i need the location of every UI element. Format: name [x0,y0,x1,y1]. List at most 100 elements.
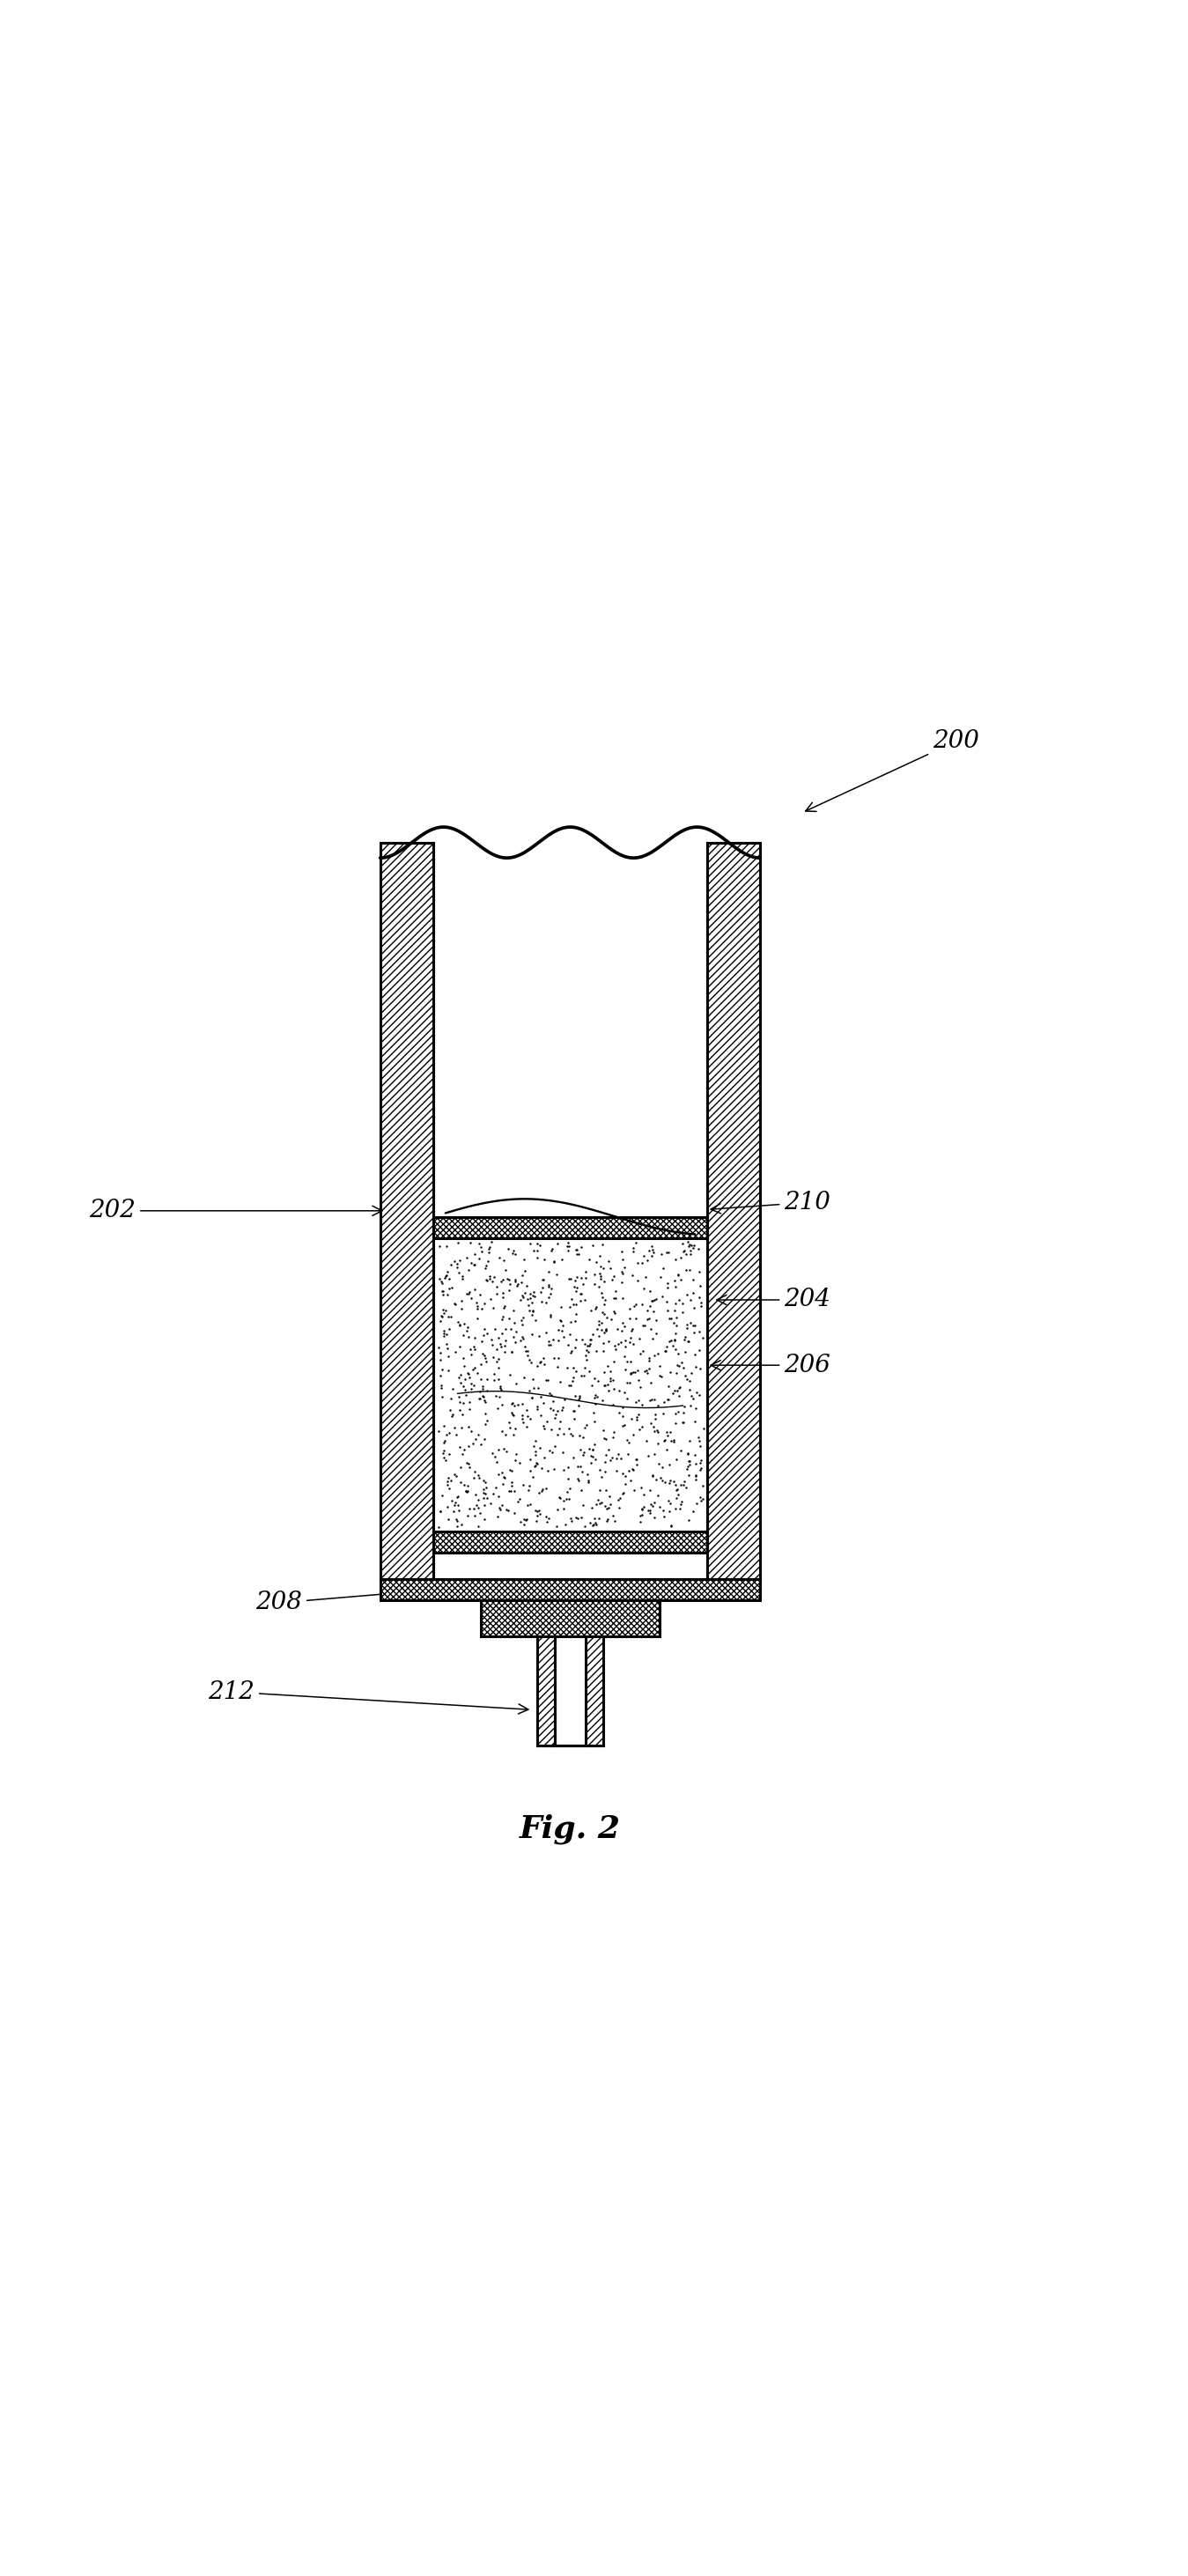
Point [434,1432,453,1473]
Point [613,1406,632,1448]
Point [432,1347,451,1388]
Point [661,1463,680,1504]
Point [666,1329,685,1370]
Point [580,1427,599,1468]
Point [527,1386,546,1427]
Point [664,1422,683,1463]
Point [683,1306,702,1347]
Point [690,1425,709,1466]
Point [537,1497,556,1538]
Point [627,1445,646,1486]
Point [642,1484,661,1525]
Point [533,1383,552,1425]
Point [573,1450,592,1492]
Point [634,1234,653,1275]
Point [457,1273,476,1314]
Point [525,1275,544,1316]
Point [539,1430,558,1471]
Point [561,1468,580,1510]
Point [604,1257,623,1298]
Point [685,1443,704,1484]
Point [564,1399,583,1440]
Point [511,1319,530,1360]
Point [642,1309,661,1350]
Point [684,1224,703,1265]
Point [666,1468,685,1510]
Point [626,1352,645,1394]
Point [488,1340,507,1381]
Point [475,1381,494,1422]
Point [551,1301,570,1342]
Point [677,1249,696,1291]
Point [608,1432,627,1473]
Point [517,1265,536,1306]
Bar [707,842,760,1579]
Point [671,1463,690,1504]
Point [557,1479,576,1520]
Point [523,1275,542,1316]
Point [470,1492,489,1533]
Point [678,1445,697,1486]
Point [455,1345,474,1386]
Point [432,1473,451,1515]
Point [680,1249,699,1291]
Point [639,1340,658,1381]
Point [475,1378,494,1419]
Point [460,1388,479,1430]
Point [615,1334,634,1376]
Point [472,1321,491,1363]
Point [523,1296,542,1337]
Point [613,1231,632,1273]
Point [674,1463,693,1504]
Point [678,1455,697,1497]
Point [450,1388,469,1430]
Point [470,1358,489,1399]
Point [485,1360,504,1401]
Point [599,1345,618,1386]
Bar [537,1636,555,1747]
Point [451,1363,470,1404]
Point [492,1298,511,1340]
Point [605,1412,624,1453]
Point [459,1406,478,1448]
Point [560,1365,579,1406]
Point [620,1298,639,1340]
Point [690,1450,709,1492]
Point [599,1242,618,1283]
Point [435,1437,454,1479]
Point [508,1383,527,1425]
Point [558,1221,577,1262]
Point [581,1435,600,1476]
Point [442,1461,461,1502]
Point [678,1273,697,1314]
Point [520,1370,539,1412]
Point [565,1319,584,1360]
Point [455,1368,474,1409]
Point [643,1280,662,1321]
Point [570,1378,589,1419]
Point [461,1221,480,1262]
Point [602,1437,621,1479]
Point [446,1283,465,1324]
Point [546,1394,565,1435]
Point [435,1422,454,1463]
Point [558,1324,577,1365]
Point [595,1365,614,1406]
Point [447,1283,466,1324]
Point [466,1419,485,1461]
Point [681,1440,700,1481]
Point [624,1450,643,1492]
Point [579,1461,598,1502]
Point [476,1247,495,1288]
Point [519,1466,538,1507]
Point [613,1386,632,1427]
Point [462,1334,481,1376]
Point [612,1262,631,1303]
Point [662,1504,681,1546]
Point [668,1370,687,1412]
Point [595,1283,614,1324]
Point [621,1461,640,1502]
Point [517,1329,536,1370]
Point [497,1249,516,1291]
Point [513,1396,532,1437]
